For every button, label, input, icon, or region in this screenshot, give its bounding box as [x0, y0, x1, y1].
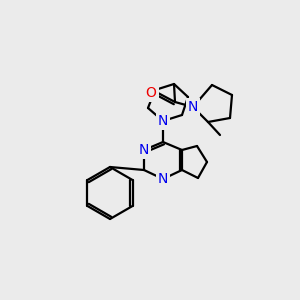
Text: N: N [188, 100, 198, 114]
Text: O: O [146, 86, 156, 100]
Text: N: N [139, 143, 149, 157]
Text: N: N [158, 172, 168, 186]
Text: N: N [158, 114, 168, 128]
